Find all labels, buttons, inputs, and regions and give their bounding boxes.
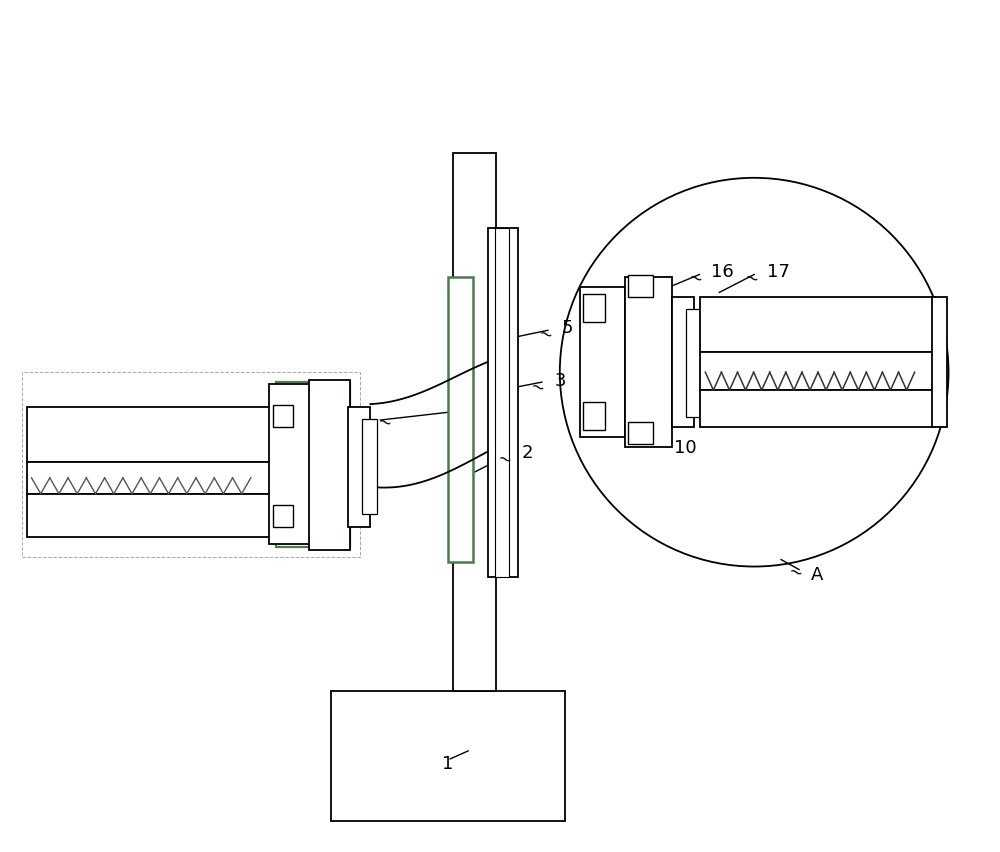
Text: 4: 4 [357,416,368,434]
Bar [625,278,672,447]
Bar [932,298,947,428]
Bar [700,353,935,391]
Bar [309,381,350,550]
Text: 16: 16 [711,262,734,280]
Bar [273,505,293,527]
Bar [276,383,350,547]
Bar [27,407,281,463]
Bar [269,385,311,544]
Text: ~: ~ [785,561,805,583]
Text: ~: ~ [527,377,547,399]
Bar [672,298,694,428]
Bar [686,310,700,417]
Bar [331,691,565,820]
Bar [583,403,605,430]
Bar [362,419,377,514]
Bar [448,278,473,562]
Text: 2: 2 [522,443,533,462]
Bar [488,228,518,577]
Text: ~: ~ [648,434,667,455]
Bar [22,372,360,557]
Bar [273,406,293,428]
Bar [628,423,653,445]
Bar [348,407,370,527]
Text: 1: 1 [442,754,454,772]
Text: 17: 17 [767,262,790,280]
Text: ~: ~ [742,268,761,289]
Text: ~: ~ [375,412,394,434]
Text: A: A [811,565,823,583]
Text: ~: ~ [535,324,555,346]
Text: ~: ~ [494,448,514,470]
Text: ~: ~ [686,268,705,289]
Text: 18: 18 [819,400,842,418]
Text: 5: 5 [562,319,573,337]
Bar [27,494,281,537]
Bar [27,463,281,494]
Bar [495,228,509,577]
Text: 10: 10 [674,439,697,457]
Bar [453,153,496,691]
Bar [580,288,625,437]
Text: ~: ~ [792,397,812,418]
Bar [700,391,935,428]
Bar [628,276,653,298]
Text: 3: 3 [555,371,566,389]
Bar [700,298,935,353]
Bar [583,295,605,323]
